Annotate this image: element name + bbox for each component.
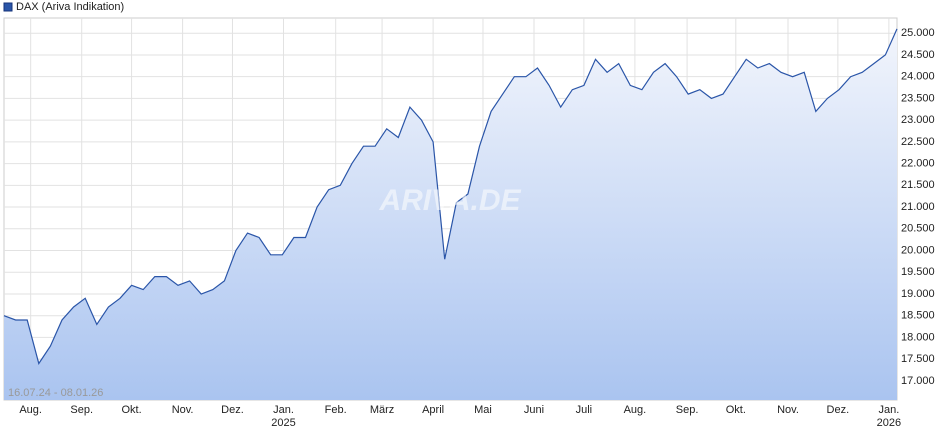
y-tick-label: 19.500 [901, 266, 935, 278]
x-tick-label: April [422, 404, 444, 416]
y-tick-label: 25.000 [901, 27, 935, 39]
x-tick-label: Sep. [676, 404, 699, 416]
y-tick-label: 21.000 [901, 201, 935, 213]
legend-swatch [3, 2, 13, 12]
x-tick-label: Juni [524, 404, 544, 416]
x-tick-label: Okt. [726, 404, 746, 416]
y-tick-label: 23.000 [901, 114, 935, 126]
range-label: 16.07.24 - 08.01.26 [8, 387, 103, 399]
x-tick-label: Jan. [878, 404, 899, 416]
x-tick-label: Nov. [777, 404, 799, 416]
y-tick-label: 22.500 [901, 136, 935, 148]
y-tick-label: 18.000 [901, 331, 935, 343]
x-tick-year: 2025 [271, 417, 295, 429]
y-tick-label: 17.500 [901, 353, 935, 365]
x-tick-label: Aug. [624, 404, 647, 416]
x-tick-label: März [370, 404, 394, 416]
x-tick-label: Sep. [70, 404, 93, 416]
x-tick-label: Feb. [325, 404, 347, 416]
y-tick-label: 19.000 [901, 288, 935, 300]
y-tick-label: 18.500 [901, 310, 935, 322]
x-tick-label: Nov. [172, 404, 194, 416]
y-tick-label: 24.000 [901, 71, 935, 83]
area [4, 28, 897, 401]
x-tick-label: Mai [474, 404, 492, 416]
x-tick-label: Jan. [273, 404, 294, 416]
x-tick-label: Dez. [221, 404, 244, 416]
line [3, 28, 898, 365]
y-tick-label: 20.500 [901, 223, 935, 235]
y-tick-label: 22.000 [901, 157, 935, 169]
y-tick-label: 21.500 [901, 179, 935, 191]
y-tick-label: 20.000 [901, 244, 935, 256]
x-tick-label: Aug. [19, 404, 42, 416]
y-tick-label: 17.000 [901, 375, 935, 387]
y-tick-label: 24.500 [901, 49, 935, 61]
legend-label: DAX (Ariva Indikation) [16, 1, 124, 13]
watermark: ARIVA.DE [378, 184, 521, 217]
x-tick-year: 2026 [877, 417, 901, 429]
x-tick-label: Juli [576, 404, 593, 416]
x-tick-label: Dez. [827, 404, 850, 416]
y-tick-label: 23.500 [901, 92, 935, 104]
x-tick-label: Okt. [121, 404, 141, 416]
